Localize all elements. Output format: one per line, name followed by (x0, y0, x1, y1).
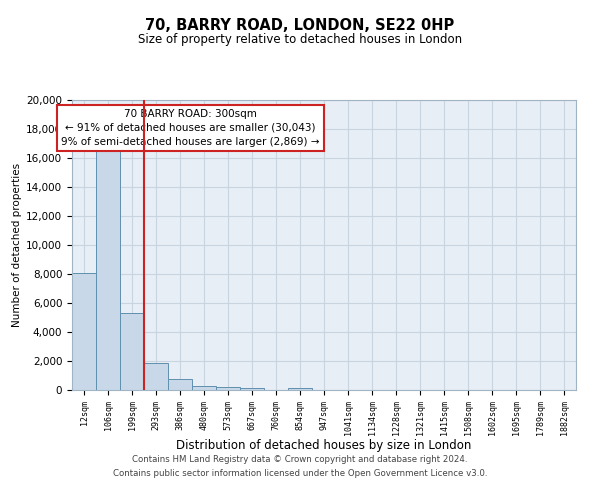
Bar (240, 388, 264, 390)
Text: Contains HM Land Registry data © Crown copyright and database right 2024.: Contains HM Land Registry data © Crown c… (132, 456, 468, 464)
Bar (192, 386, 216, 390)
X-axis label: Distribution of detached houses by size in London: Distribution of detached houses by size … (176, 439, 472, 452)
Text: Size of property relative to detached houses in London: Size of property relative to detached ho… (138, 32, 462, 46)
Bar (72, 272, 96, 390)
Text: Contains public sector information licensed under the Open Government Licence v3: Contains public sector information licen… (113, 469, 487, 478)
Bar (144, 363, 168, 390)
Text: 70 BARRY ROAD: 300sqm
← 91% of detached houses are smaller (30,043)
9% of semi-d: 70 BARRY ROAD: 300sqm ← 91% of detached … (61, 108, 320, 146)
Bar (216, 387, 240, 390)
Text: 70, BARRY ROAD, LONDON, SE22 0HP: 70, BARRY ROAD, LONDON, SE22 0HP (145, 18, 455, 32)
Bar (120, 313, 144, 390)
Bar (168, 379, 192, 390)
Bar (288, 388, 312, 390)
Y-axis label: Number of detached properties: Number of detached properties (12, 163, 22, 327)
Bar (96, 150, 120, 390)
